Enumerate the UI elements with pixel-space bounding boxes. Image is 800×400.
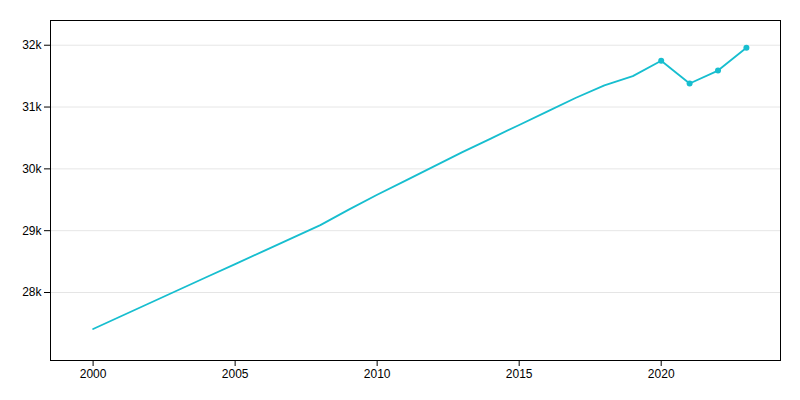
svg-text:30k: 30k xyxy=(22,162,42,176)
svg-text:2010: 2010 xyxy=(364,367,391,381)
svg-text:2005: 2005 xyxy=(222,367,249,381)
svg-text:28k: 28k xyxy=(22,285,42,299)
svg-text:31k: 31k xyxy=(22,100,42,114)
svg-text:2020: 2020 xyxy=(648,367,675,381)
svg-text:32k: 32k xyxy=(22,38,42,52)
svg-text:29k: 29k xyxy=(22,224,42,238)
svg-text:2015: 2015 xyxy=(506,367,533,381)
svg-text:2000: 2000 xyxy=(80,367,107,381)
